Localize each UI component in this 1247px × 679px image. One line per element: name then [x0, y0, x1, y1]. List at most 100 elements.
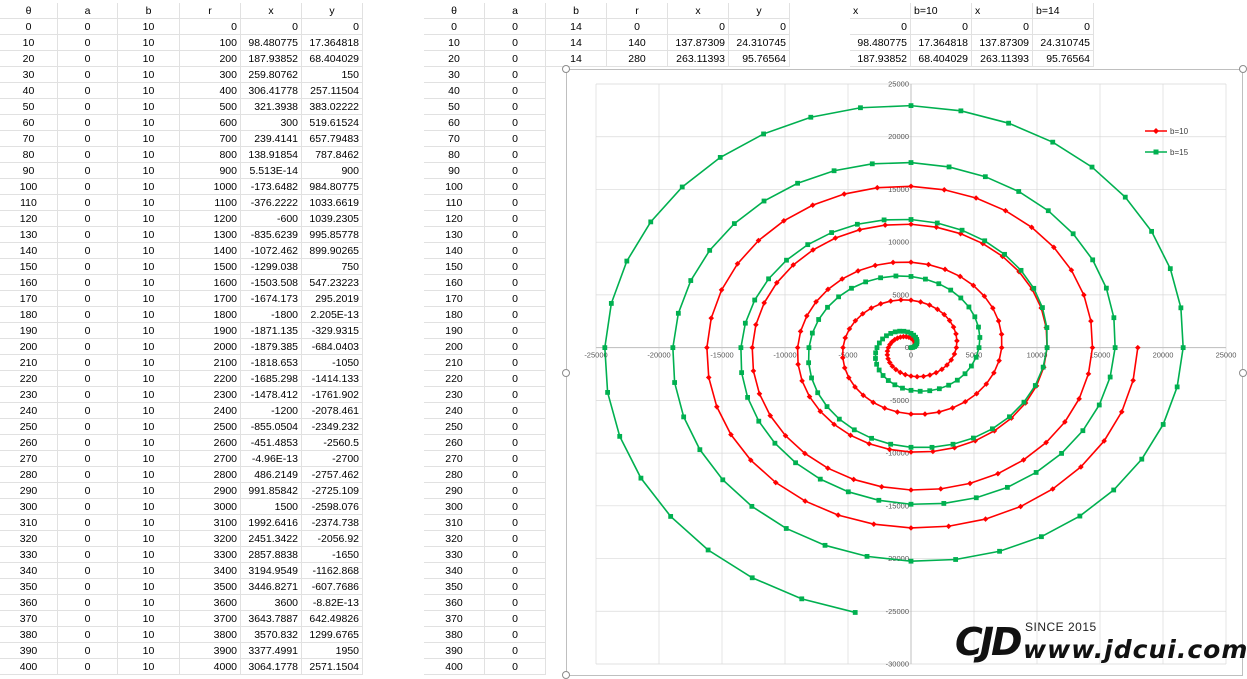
data-cell[interactable]: -855.0504: [241, 419, 302, 435]
data-cell[interactable]: 0: [58, 419, 118, 435]
data-cell[interactable]: 1299.6765: [302, 627, 363, 643]
data-cell[interactable]: 0: [58, 563, 118, 579]
data-cell[interactable]: 140: [424, 243, 485, 259]
data-cell[interactable]: 321.3938: [241, 99, 302, 115]
data-cell[interactable]: 90: [0, 163, 58, 179]
data-cell[interactable]: 0: [485, 659, 546, 675]
data-cell[interactable]: -1674.173: [241, 291, 302, 307]
data-cell[interactable]: 10: [118, 435, 180, 451]
data-cell[interactable]: 0: [0, 19, 58, 35]
data-cell[interactable]: 10: [118, 451, 180, 467]
data-cell[interactable]: 0: [58, 467, 118, 483]
header-cell[interactable]: y: [302, 3, 363, 19]
data-cell[interactable]: 137.87309: [972, 35, 1033, 51]
chart-resize-handle-bottom-left[interactable]: [562, 671, 570, 679]
data-cell[interactable]: 0: [485, 211, 546, 227]
data-cell[interactable]: 10: [118, 275, 180, 291]
data-cell[interactable]: 240: [424, 403, 485, 419]
data-cell[interactable]: 270: [424, 451, 485, 467]
data-cell[interactable]: 0: [485, 531, 546, 547]
data-cell[interactable]: 210: [424, 355, 485, 371]
data-cell[interactable]: 10: [118, 499, 180, 515]
data-cell[interactable]: 0: [485, 435, 546, 451]
data-cell[interactable]: 0: [485, 99, 546, 115]
data-cell[interactable]: 0: [607, 19, 668, 35]
data-cell[interactable]: 1000: [180, 179, 241, 195]
data-cell[interactable]: 486.2149: [241, 467, 302, 483]
data-cell[interactable]: 2800: [180, 467, 241, 483]
data-cell[interactable]: 320: [0, 531, 58, 547]
data-cell[interactable]: 138.91854: [241, 147, 302, 163]
data-cell[interactable]: 380: [0, 627, 58, 643]
data-cell[interactable]: 0: [58, 83, 118, 99]
data-cell[interactable]: 3064.1778: [241, 659, 302, 675]
data-cell[interactable]: 280: [424, 467, 485, 483]
data-cell[interactable]: 899.90265: [302, 243, 363, 259]
data-cell[interactable]: -1685.298: [241, 371, 302, 387]
data-cell[interactable]: 0: [485, 243, 546, 259]
data-cell[interactable]: 200: [424, 339, 485, 355]
data-cell[interactable]: 519.61524: [302, 115, 363, 131]
data-cell[interactable]: 0: [485, 339, 546, 355]
data-cell[interactable]: 10: [118, 659, 180, 675]
data-cell[interactable]: 0: [485, 195, 546, 211]
header-cell[interactable]: r: [180, 3, 241, 19]
data-cell[interactable]: 80: [424, 147, 485, 163]
data-cell[interactable]: 0: [58, 451, 118, 467]
data-cell[interactable]: -1800: [241, 307, 302, 323]
data-cell[interactable]: 340: [0, 563, 58, 579]
data-cell[interactable]: 0: [58, 163, 118, 179]
data-cell[interactable]: -1414.133: [302, 371, 363, 387]
header-cell[interactable]: y: [729, 3, 790, 19]
data-cell[interactable]: 260: [0, 435, 58, 451]
data-cell[interactable]: 306.41778: [241, 83, 302, 99]
header-cell[interactable]: b: [546, 3, 607, 19]
data-cell[interactable]: 330: [0, 547, 58, 563]
data-cell[interactable]: 95.76564: [729, 51, 790, 67]
data-cell[interactable]: 263.11393: [972, 51, 1033, 67]
data-cell[interactable]: 1400: [180, 243, 241, 259]
data-cell[interactable]: 120: [424, 211, 485, 227]
data-cell[interactable]: 0: [485, 83, 546, 99]
data-cell[interactable]: 3200: [180, 531, 241, 547]
data-cell[interactable]: -2598.076: [302, 499, 363, 515]
data-cell[interactable]: 290: [424, 483, 485, 499]
data-cell[interactable]: 0: [485, 515, 546, 531]
header-cell[interactable]: x: [241, 3, 302, 19]
data-cell[interactable]: 10: [118, 563, 180, 579]
data-cell[interactable]: 0: [58, 275, 118, 291]
data-cell[interactable]: 0: [58, 227, 118, 243]
data-cell[interactable]: 2.205E-13: [302, 307, 363, 323]
data-cell[interactable]: 290: [0, 483, 58, 499]
data-cell[interactable]: 320: [424, 531, 485, 547]
data-cell[interactable]: 10: [118, 531, 180, 547]
data-cell[interactable]: 200: [0, 339, 58, 355]
data-cell[interactable]: 10: [118, 259, 180, 275]
data-cell[interactable]: 0: [58, 179, 118, 195]
data-cell[interactable]: 0: [58, 147, 118, 163]
data-cell[interactable]: 17.364818: [302, 35, 363, 51]
data-cell[interactable]: 257.11504: [302, 83, 363, 99]
data-cell[interactable]: 0: [485, 323, 546, 339]
data-cell[interactable]: 2300: [180, 387, 241, 403]
header-cell[interactable]: b=14: [1033, 3, 1094, 19]
data-cell[interactable]: 0: [58, 499, 118, 515]
data-cell[interactable]: 10: [118, 99, 180, 115]
data-cell[interactable]: 270: [0, 451, 58, 467]
data-cell[interactable]: 1033.6619: [302, 195, 363, 211]
data-cell[interactable]: 0: [58, 547, 118, 563]
data-cell[interactable]: 100: [180, 35, 241, 51]
data-cell[interactable]: 130: [0, 227, 58, 243]
data-cell[interactable]: 10: [118, 19, 180, 35]
data-cell[interactable]: 2900: [180, 483, 241, 499]
data-cell[interactable]: 0: [58, 531, 118, 547]
data-cell[interactable]: 1950: [302, 643, 363, 659]
data-cell[interactable]: 187.93852: [850, 51, 911, 67]
data-cell[interactable]: 995.85778: [302, 227, 363, 243]
data-cell[interactable]: -1072.462: [241, 243, 302, 259]
chart-resize-handle-top-right[interactable]: [1239, 65, 1247, 73]
data-cell[interactable]: 0: [485, 611, 546, 627]
data-cell[interactable]: 3000: [180, 499, 241, 515]
header-cell[interactable]: b=10: [911, 3, 972, 19]
data-cell[interactable]: 2400: [180, 403, 241, 419]
